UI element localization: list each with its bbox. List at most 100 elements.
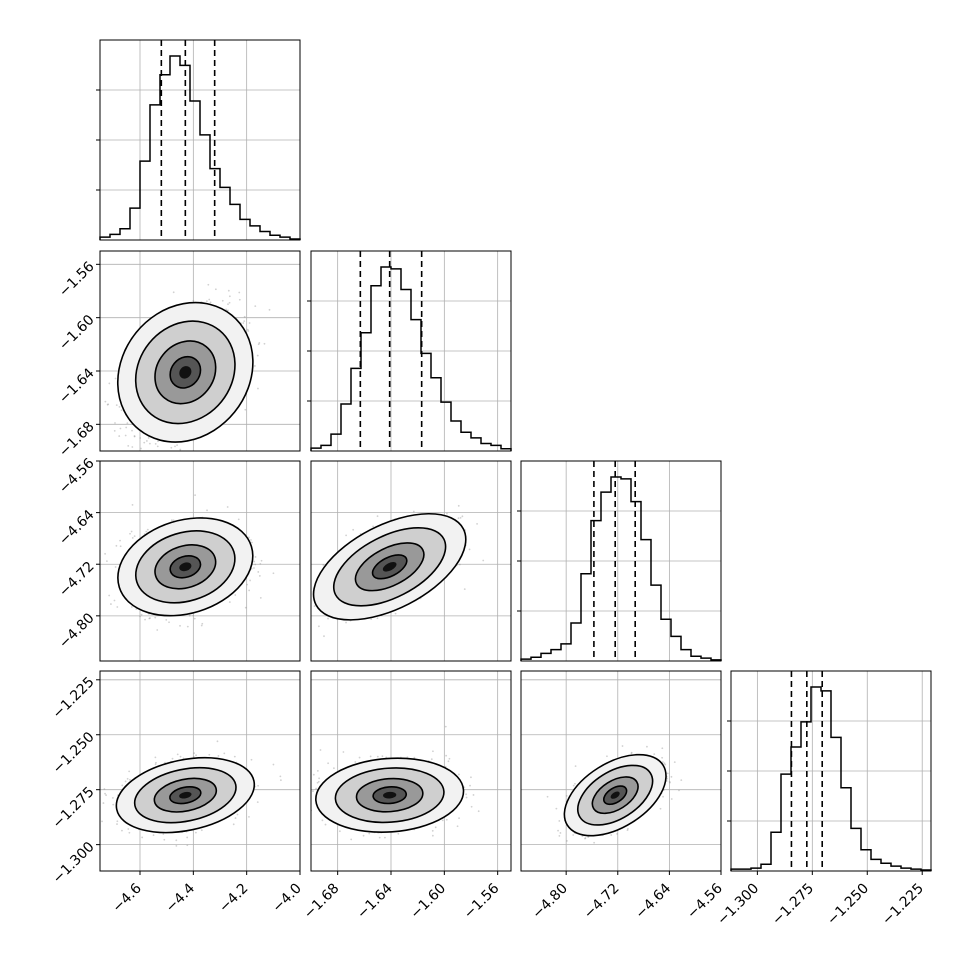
scatter-point [258,342,261,344]
scatter-point [133,535,136,538]
contour-line [312,512,467,621]
panel-2-0: −4.80−4.72−4.64−4.56 [56,455,301,662]
scatter-point [157,440,159,443]
scatter-point [119,427,122,430]
scatter-point [308,615,310,617]
scatter-point [268,308,271,311]
scatter-point [227,303,229,306]
scatter-point [94,538,96,540]
scatter-point [476,522,478,525]
scatter-point [106,403,109,406]
scatter-point [108,382,111,385]
scatter-point [193,752,195,755]
scatter-point [242,322,245,324]
scatter-point [104,552,107,555]
scatter-point [394,612,397,615]
scatter-point [370,618,373,621]
panel-2-2 [517,460,722,662]
scatter-point [179,624,181,627]
panel-0-0 [96,39,301,241]
y-tick-label: −1.68 [56,419,98,461]
scatter-point [148,463,150,465]
scatter-point [253,567,255,569]
scatter-point [120,409,123,412]
scatter-point [236,813,239,816]
scatter-point [251,541,253,544]
y-tick-label: −1.64 [56,365,98,407]
scatter-point [248,322,251,324]
scatter-point [126,777,129,780]
scatter-point [238,291,241,294]
scatter-point [243,315,246,318]
scatter-point [145,530,148,533]
scatter-point [192,299,195,302]
scatter-point [232,823,235,826]
scatter-point [170,446,173,449]
scatter-point [129,532,131,535]
scatter-point [133,435,136,437]
scatter-point [128,770,131,773]
scatter-point [257,343,260,346]
scatter-point [141,836,144,839]
scatter-point [446,512,448,515]
panel-frame [99,39,301,241]
scatter-point [352,528,355,531]
scatter-point [263,342,266,345]
scatter-point [114,422,116,424]
scatter-point [463,588,466,591]
scatter-point [154,756,157,759]
scatter-point [259,562,262,565]
scatter-point [168,621,170,624]
scatter-point [140,613,143,616]
scatter-point [124,434,127,437]
scatter-point [259,596,262,599]
scatter-point [151,465,153,467]
scatter-point [114,377,117,380]
scatter-point [228,601,231,603]
density-level [179,562,192,572]
scatter-point [131,429,133,432]
scatter-point [140,447,142,450]
contour-line [154,340,217,405]
scatter-point [207,283,210,286]
scatter-point [216,740,219,743]
scatter-point [250,539,252,541]
scatter-point [170,519,173,522]
scatter-point [154,616,157,619]
scatter-point [130,606,133,608]
scatter-point [110,603,112,605]
scatter-point [250,758,253,761]
scatter-point [244,408,247,411]
scatter-point [260,559,263,562]
scatter-point [256,354,259,357]
scatter-point [317,625,320,628]
scatter-point [179,448,182,451]
scatter-point [193,617,196,620]
contour-line [354,542,425,592]
scatter-point [257,784,259,787]
scatter-point [372,525,374,528]
scatter-point [176,753,179,756]
scatter-point [253,365,256,367]
scatter-point [186,844,189,847]
scatter-point [107,403,110,406]
scatter-point [116,606,119,608]
scatter-point [127,444,130,447]
scatter-point [457,504,460,507]
scatter-point [248,536,250,539]
scatter-point [206,509,208,512]
scatter-point [126,422,129,425]
scatter-point [145,440,148,442]
scatter-point [169,484,171,486]
scatter-point [248,589,251,592]
scatter-point [459,516,462,519]
scatter-point [345,534,348,537]
scatter-point [313,605,316,608]
scatter-point [92,387,94,389]
y-tick-label: −1.60 [56,312,98,354]
scatter-point [253,560,255,563]
scatter-point [128,831,131,834]
scatter-point [113,599,116,602]
scatter-point [279,775,282,778]
scatter-point [228,301,231,304]
